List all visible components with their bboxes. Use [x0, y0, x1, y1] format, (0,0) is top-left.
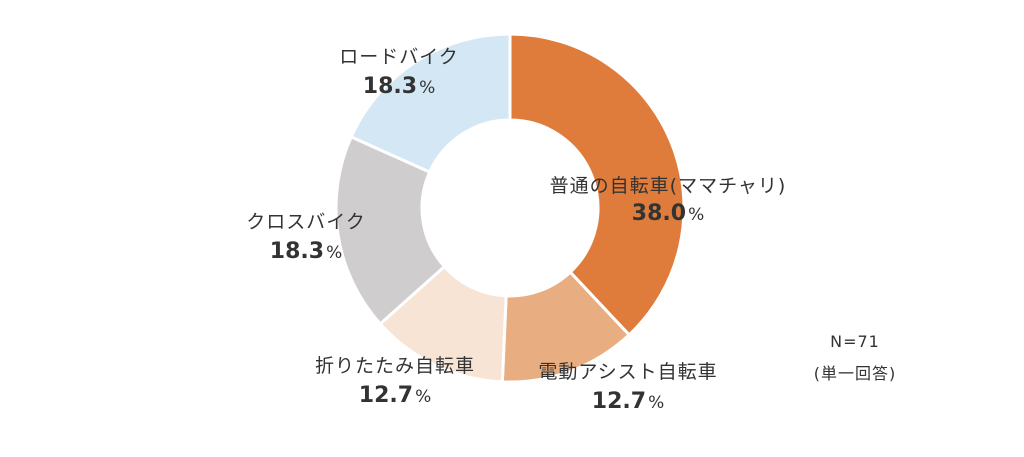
- slice-value-4: 18.3%: [270, 239, 342, 264]
- donut-slice-1: [508, 32, 686, 337]
- slice-value-2: 12.7%: [592, 389, 664, 414]
- donut-slices: [334, 32, 686, 384]
- slice-label-3: 折りたたみ自転車: [315, 355, 475, 377]
- donut-slice-4: [334, 134, 447, 327]
- slice-value-5: 18.3%: [363, 74, 435, 99]
- slice-value-1: 38.0%: [632, 201, 704, 226]
- donut-slice-5: [349, 32, 512, 175]
- slice-value-3: 12.7%: [359, 383, 431, 408]
- question-type-note: (単一回答): [813, 364, 897, 383]
- slice-label-4: クロスバイク: [246, 211, 366, 233]
- slice-label-5: ロードバイク: [339, 46, 459, 68]
- sample-size-note: N=71: [830, 332, 880, 351]
- slice-label-2: 電動アシスト自転車: [538, 361, 717, 383]
- slice-labels: 普通の自転車(ママチャリ) 38.0 % 電動アシスト自転車 12.7 % 折りたたみ自転車…: [246, 46, 787, 414]
- slice-label-1: 普通の自転車(ママチャリ): [550, 175, 787, 197]
